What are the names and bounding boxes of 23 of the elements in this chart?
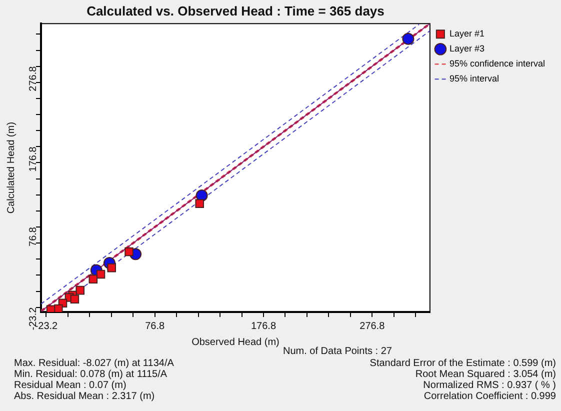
- text: Standard Error of the Estimate : 0.599 (m): [370, 358, 556, 369]
- legend-label: Layer #3: [449, 44, 484, 54]
- legend-label: 95% interval: [449, 74, 499, 84]
- y-axis-title: Calculated Head (m): [6, 122, 17, 214]
- x-tick-label: 76.8: [145, 320, 166, 332]
- legend-label: 95% confidence interval: [449, 58, 546, 69]
- x-tick-label: -23.2: [34, 320, 58, 332]
- y-tick-label: 176.8: [28, 146, 39, 172]
- text: Abs. Residual Mean : 2.317 (m): [14, 391, 155, 402]
- text: Normalized RMS : 0.937 ( % ): [423, 380, 556, 391]
- y-tick-label: 76.8: [28, 226, 39, 246]
- x-axis-title: Observed Head (m): [192, 336, 280, 348]
- text: Correlation Coefficient : 0.999: [424, 391, 556, 402]
- x-tick-label: 276.8: [360, 320, 386, 332]
- text: Root Mean Squared : 3.054 (m): [415, 369, 556, 380]
- chart-title: Calculated vs. Observed Head : Time = 365 days: [86, 3, 384, 18]
- text: Max. Residual: -8.027 (m) at 1134/A: [14, 358, 174, 369]
- text: Num. of Data Points : 27: [283, 346, 392, 357]
- text: Residual Mean : 0.07 (m): [14, 380, 126, 391]
- legend-label: Layer #1: [449, 28, 484, 39]
- x-tick-label: 176.8: [250, 320, 276, 332]
- y-tick-label: 276.8: [28, 66, 39, 92]
- text: Min. Residual: 0.078 (m) at 1115/A: [14, 369, 168, 380]
